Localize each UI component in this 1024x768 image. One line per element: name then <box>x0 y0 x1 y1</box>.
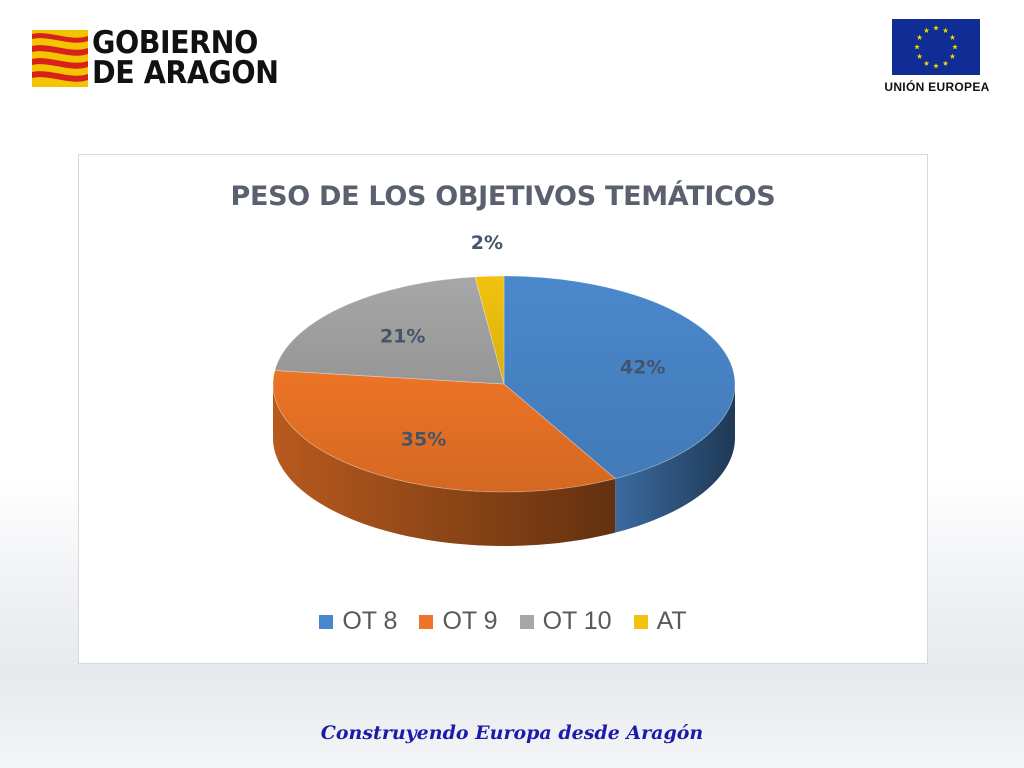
eu-flag-icon <box>892 19 980 75</box>
data-label-1: 35% <box>401 428 446 450</box>
pie-slice-2 <box>274 276 505 385</box>
eu-star <box>914 44 920 50</box>
legend-swatch <box>633 614 648 629</box>
data-label-2: 21% <box>380 326 425 348</box>
pie-chart: 42% 35% 21% 2% <box>272 232 736 546</box>
pie-slice-3 <box>474 275 505 385</box>
legend-item-2: OT 10 <box>519 607 612 636</box>
data-label-0: 42% <box>620 356 665 378</box>
eu-star <box>942 27 949 33</box>
legend-label: OT 8 <box>342 607 398 635</box>
eu-star <box>949 53 956 59</box>
eu-star <box>916 34 923 40</box>
eu-logo: UNIÓN EUROPEA <box>872 18 1002 102</box>
legend-swatch <box>319 614 334 629</box>
legend-label: OT 10 <box>542 607 612 635</box>
eu-star <box>942 60 949 66</box>
org-name-line2: DE ARAGON <box>92 55 279 91</box>
pie-slice-0 <box>503 275 736 480</box>
chart-legend: OT 8 OT 9 OT 10 AT <box>79 607 927 636</box>
legend-label: AT <box>656 607 687 635</box>
eu-star <box>923 60 930 66</box>
eu-label: UNIÓN EUROPEA <box>884 80 990 94</box>
pie-side-1 <box>273 384 616 546</box>
eu-star <box>949 34 956 40</box>
legend-item-0: OT 8 <box>319 607 397 636</box>
org-name: GOBIERNO DE ARAGON <box>92 25 279 91</box>
eu-star <box>923 27 930 33</box>
data-label-3: 2% <box>471 232 503 254</box>
pie-side-0 <box>615 384 735 533</box>
gobierno-de-aragon-logo: GOBIERNO DE ARAGON <box>32 28 292 92</box>
footer-motto: Construyendo Europa desde Aragón <box>320 722 704 744</box>
legend-label: OT 9 <box>442 607 498 635</box>
aragon-flag-icon <box>32 30 88 87</box>
org-name-line1: GOBIERNO <box>92 25 258 61</box>
eu-star <box>916 53 923 59</box>
eu-star <box>933 63 939 69</box>
chart-title: PESO DE LOS OBJETIVOS TEMÁTICOS <box>230 181 776 212</box>
chart-panel: PESO DE LOS OBJETIVOS TEMÁTICOS 42% 35% 21… <box>78 154 928 664</box>
eu-star <box>933 25 939 31</box>
pie-slice-1 <box>272 370 617 493</box>
legend-item-3: AT <box>633 607 687 636</box>
legend-swatch <box>519 614 534 629</box>
legend-item-1: OT 9 <box>419 607 498 636</box>
eu-star <box>952 44 958 50</box>
legend-swatch <box>419 614 434 629</box>
